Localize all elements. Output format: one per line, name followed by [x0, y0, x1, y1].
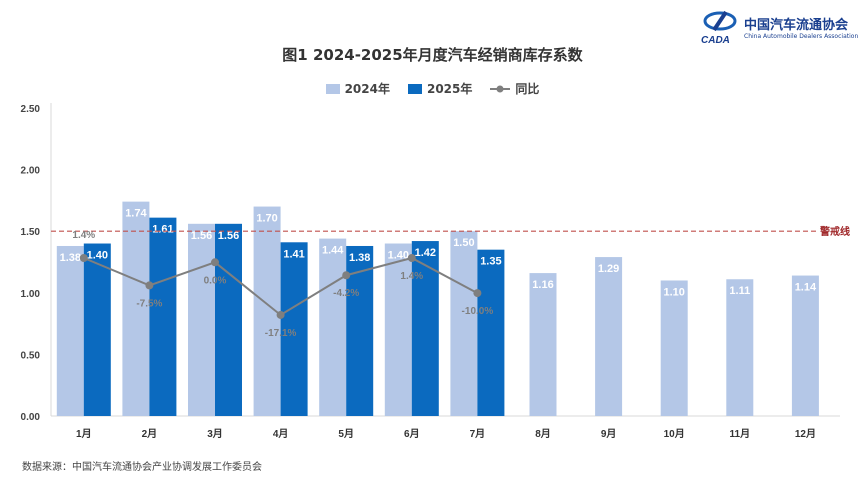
y-tick-label: 1.50	[21, 227, 41, 238]
legend-2024: 2024年	[325, 80, 390, 97]
bar-2024	[384, 243, 412, 416]
bar-2025	[411, 241, 439, 416]
data-label-2025: 1.61	[152, 224, 173, 236]
yoy-label: -7.5%	[136, 298, 162, 309]
yoy-point	[79, 253, 88, 262]
x-tick-label: 9月	[601, 428, 617, 440]
data-label-2024: 1.38	[60, 252, 81, 264]
x-tick-label: 11月	[730, 428, 751, 440]
y-tick-label: 1.00	[21, 289, 41, 300]
yoy-label: -4.2%	[333, 288, 359, 299]
x-tick-label: 7月	[470, 428, 486, 440]
data-label-2025: 1.40	[87, 250, 108, 262]
bar-2025	[280, 242, 308, 416]
data-label-2025: 1.35	[480, 256, 501, 268]
yoy-point	[276, 310, 285, 319]
data-label-2025: 1.41	[283, 248, 304, 260]
x-tick-label: 2月	[142, 428, 158, 440]
warning-line-label: 警戒线	[819, 225, 850, 238]
y-tick-label: 0.50	[21, 350, 41, 361]
bar-2024	[122, 201, 150, 416]
yoy-label: -17.1%	[265, 328, 297, 339]
data-label-2024: 1.44	[322, 245, 344, 257]
bar-2024	[56, 245, 84, 416]
bar-2024	[791, 275, 819, 416]
logo: CADA 中国汽车流通协会 China Automobile Dealers As…	[700, 8, 858, 46]
data-label-2024: 1.56	[191, 230, 212, 242]
data-label-2024: 1.14	[795, 282, 817, 294]
data-label-2024: 1.10	[663, 286, 684, 298]
yoy-point	[473, 289, 482, 298]
yoy-label: 1.4%	[72, 230, 95, 241]
data-label-2024: 1.74	[125, 208, 147, 220]
data-label-2025: 1.42	[415, 247, 436, 259]
yoy-point	[145, 281, 154, 290]
source-note: 数据来源：中国汽车流通协会产业协调发展工作委员会	[22, 462, 262, 473]
yoy-point	[211, 258, 219, 267]
legend-2025: 2025年	[407, 80, 472, 97]
data-label-2024: 1.70	[256, 213, 277, 225]
logo-en: China Automobile Dealers Association	[744, 33, 859, 40]
x-tick-label: 4月	[273, 428, 289, 440]
bar-2024	[188, 223, 215, 416]
logo-cn: 中国汽车流通协会	[744, 18, 849, 33]
y-tick-label: 0.00	[21, 412, 41, 423]
legend: 2024年 2025年 同比	[0, 80, 865, 97]
bar-2025	[477, 249, 505, 416]
yoy-point	[407, 253, 416, 262]
bar-2024	[595, 257, 623, 416]
bar-2024	[319, 238, 347, 416]
bar-2024	[529, 273, 557, 416]
x-tick-label: 6月	[404, 428, 420, 440]
yoy-label: 1.4%	[400, 271, 423, 282]
chart-title: 图1 2024-2025年月度汽车经销商库存系数	[282, 46, 583, 64]
data-label-2024: 1.50	[453, 237, 474, 249]
data-label-2025: 1.38	[349, 252, 370, 264]
x-tick-label: 10月	[664, 428, 685, 440]
x-tick-label: 1月	[76, 428, 92, 440]
x-tick-label: 5月	[338, 428, 354, 440]
bar-2024	[726, 279, 754, 416]
bar-2025	[83, 243, 111, 416]
data-label-2024: 1.16	[532, 279, 553, 291]
data-label-2024: 1.40	[388, 250, 409, 262]
data-label-2024: 1.11	[729, 285, 750, 297]
bar-2024	[450, 231, 478, 416]
legend-yoy: 同比	[490, 80, 539, 97]
data-label-2024: 1.29	[598, 263, 619, 275]
yoy-label: 0.0%	[204, 275, 227, 286]
yoy-label: -10.0%	[462, 306, 494, 317]
logo-abbr: CADA	[701, 35, 730, 46]
cada-logo-icon: CADA	[701, 10, 737, 46]
yoy-point	[342, 271, 351, 280]
bar-2024	[660, 280, 688, 416]
x-tick-label: 8月	[535, 428, 551, 440]
data-label-2025: 1.56	[218, 230, 239, 242]
x-tick-label: 3月	[207, 428, 223, 440]
y-tick-label: 2.50	[21, 104, 41, 115]
bar-2025	[149, 217, 177, 416]
bar-2025	[215, 223, 242, 416]
y-tick-label: 2.00	[21, 166, 41, 177]
x-tick-label: 12月	[795, 428, 816, 440]
